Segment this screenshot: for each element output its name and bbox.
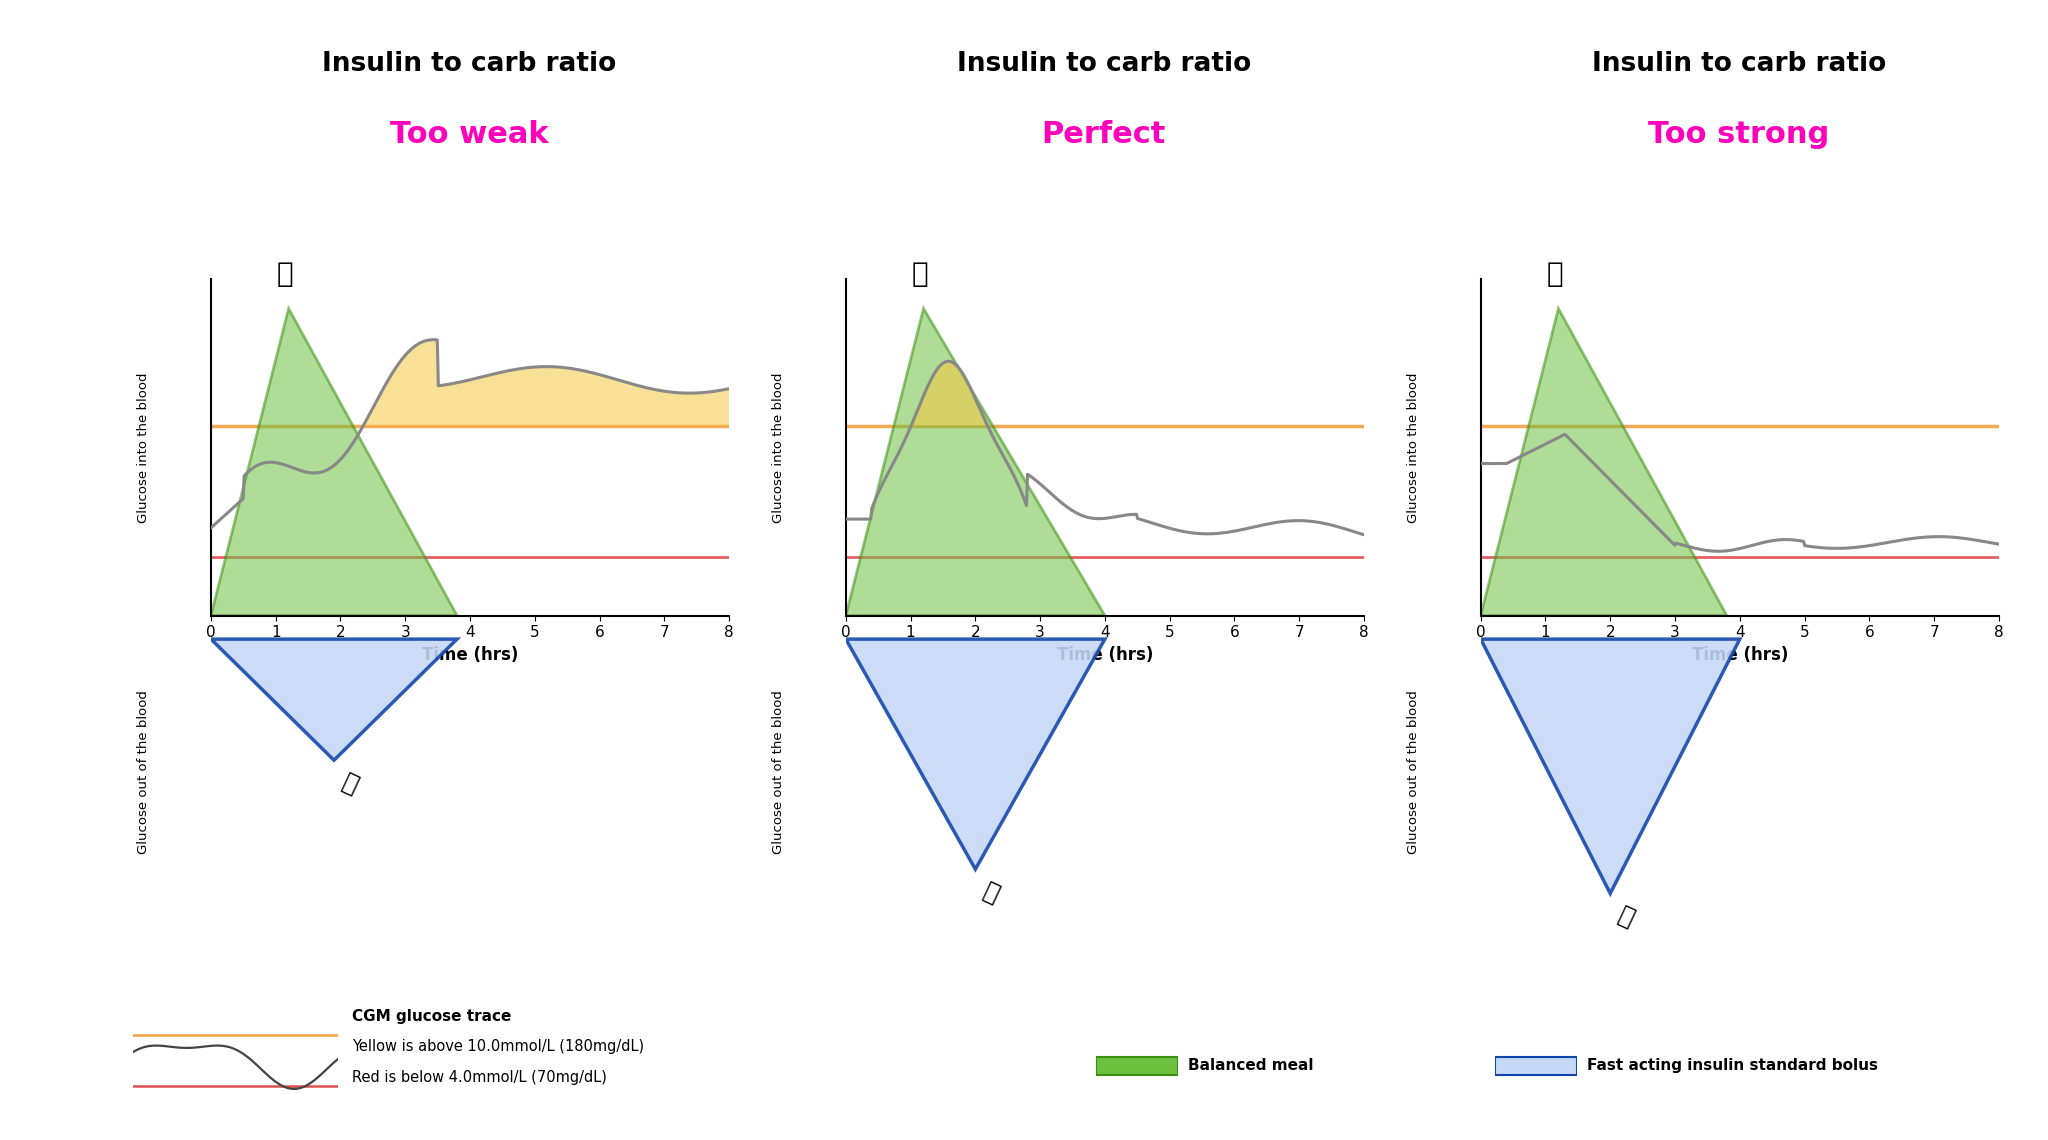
Polygon shape	[846, 640, 1106, 869]
Text: Yellow is above 10.0mmol/L (180mg/dL): Yellow is above 10.0mmol/L (180mg/dL)	[352, 1039, 645, 1054]
Text: 🍽: 🍽	[911, 260, 928, 288]
Text: CGM glucose trace: CGM glucose trace	[352, 1009, 512, 1025]
Text: Too strong: Too strong	[1649, 120, 1829, 148]
Polygon shape	[1481, 640, 1741, 894]
Text: Glucose into the blood: Glucose into the blood	[137, 372, 150, 523]
Polygon shape	[211, 309, 457, 616]
Bar	[1096, 1057, 1178, 1075]
Text: 💉: 💉	[979, 879, 1004, 907]
Polygon shape	[211, 640, 457, 760]
Text: Glucose into the blood: Glucose into the blood	[1407, 372, 1419, 523]
X-axis label: Time (hrs): Time (hrs)	[1692, 646, 1788, 663]
Text: Glucose out of the blood: Glucose out of the blood	[1407, 691, 1419, 854]
Text: Too weak: Too weak	[389, 120, 549, 148]
Text: Insulin to carb ratio: Insulin to carb ratio	[1591, 51, 1886, 78]
Polygon shape	[846, 309, 1106, 616]
Text: Insulin to carb ratio: Insulin to carb ratio	[322, 51, 616, 78]
Text: 🍽: 🍽	[1546, 260, 1563, 288]
Text: Glucose out of the blood: Glucose out of the blood	[137, 691, 150, 854]
Text: Insulin to carb ratio: Insulin to carb ratio	[956, 51, 1251, 78]
Text: Glucose into the blood: Glucose into the blood	[772, 372, 784, 523]
Text: Red is below 4.0mmol/L (70mg/dL): Red is below 4.0mmol/L (70mg/dL)	[352, 1069, 606, 1085]
Bar	[1495, 1057, 1577, 1075]
Text: 🍽: 🍽	[276, 260, 293, 288]
Text: Balanced meal: Balanced meal	[1188, 1058, 1313, 1074]
Text: 💉: 💉	[1614, 903, 1638, 931]
Text: Fast acting insulin standard bolus: Fast acting insulin standard bolus	[1587, 1058, 1878, 1074]
X-axis label: Time (hrs): Time (hrs)	[422, 646, 518, 663]
Polygon shape	[1481, 309, 1726, 616]
Text: 💉: 💉	[338, 770, 362, 798]
Text: Glucose out of the blood: Glucose out of the blood	[772, 691, 784, 854]
X-axis label: Time (hrs): Time (hrs)	[1057, 646, 1153, 663]
Text: Perfect: Perfect	[1042, 120, 1165, 148]
